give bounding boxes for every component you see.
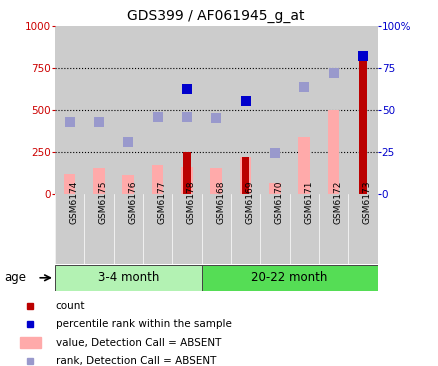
Bar <box>260 194 289 264</box>
Bar <box>260 26 289 194</box>
Text: GSM6172: GSM6172 <box>333 181 342 224</box>
Bar <box>347 26 377 194</box>
Bar <box>20 337 41 348</box>
Bar <box>152 165 163 194</box>
Text: GSM6175: GSM6175 <box>99 180 108 224</box>
Bar <box>84 26 113 194</box>
Point <box>154 115 161 120</box>
Bar <box>318 194 347 264</box>
Point <box>271 150 278 156</box>
Text: GSM6168: GSM6168 <box>216 180 225 224</box>
Bar <box>93 168 104 194</box>
Bar <box>142 194 172 264</box>
Bar <box>201 194 230 264</box>
Bar <box>268 183 280 194</box>
Bar <box>55 194 84 264</box>
Bar <box>122 175 134 194</box>
Bar <box>327 110 339 194</box>
Text: GSM6174: GSM6174 <box>69 181 78 224</box>
Text: 20-22 month: 20-22 month <box>251 271 327 284</box>
Point <box>300 84 307 90</box>
Text: GSM6173: GSM6173 <box>362 180 371 224</box>
Text: GSM6176: GSM6176 <box>128 180 137 224</box>
Bar <box>289 194 318 264</box>
Bar <box>210 168 222 194</box>
Bar <box>230 194 260 264</box>
Bar <box>55 265 201 291</box>
Text: GSM6177: GSM6177 <box>157 180 166 224</box>
Point <box>329 70 336 76</box>
Point <box>212 115 219 121</box>
Bar <box>183 152 190 194</box>
Text: GSM6169: GSM6169 <box>245 180 254 224</box>
Bar <box>318 26 347 194</box>
Point <box>66 119 73 124</box>
Bar <box>230 26 260 194</box>
Text: GSM6170: GSM6170 <box>274 180 283 224</box>
Point <box>183 115 190 120</box>
Bar <box>84 194 113 264</box>
Bar <box>172 26 201 194</box>
Bar <box>201 265 377 291</box>
Bar <box>241 157 249 194</box>
Text: rank, Detection Call = ABSENT: rank, Detection Call = ABSENT <box>56 356 215 366</box>
Bar <box>358 51 366 194</box>
Bar <box>347 194 377 264</box>
Bar <box>172 194 201 264</box>
Bar <box>113 26 142 194</box>
Bar <box>289 26 318 194</box>
Text: GSM6171: GSM6171 <box>304 180 312 224</box>
Title: GDS399 / AF061945_g_at: GDS399 / AF061945_g_at <box>127 9 304 23</box>
Bar <box>201 26 230 194</box>
Bar <box>55 26 84 194</box>
Point <box>183 86 190 92</box>
Point <box>241 98 248 104</box>
Text: value, Detection Call = ABSENT: value, Detection Call = ABSENT <box>56 337 221 348</box>
Text: count: count <box>56 301 85 311</box>
Text: percentile rank within the sample: percentile rank within the sample <box>56 319 231 329</box>
Bar <box>180 167 192 194</box>
Bar <box>64 174 75 194</box>
Text: GSM6178: GSM6178 <box>187 180 195 224</box>
Bar <box>142 26 172 194</box>
Bar <box>298 137 309 194</box>
Text: age: age <box>4 271 26 284</box>
Point <box>95 119 102 124</box>
Text: 3-4 month: 3-4 month <box>97 271 159 284</box>
Bar <box>239 157 251 194</box>
Point <box>359 53 366 59</box>
Point <box>124 139 131 145</box>
Bar <box>113 194 142 264</box>
